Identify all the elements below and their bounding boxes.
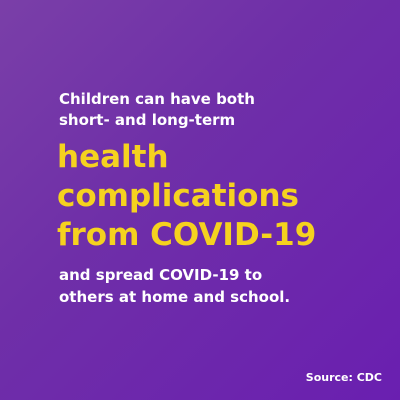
outro-line-1: and spread COVID-19 to [59, 266, 263, 284]
intro-text: Children can have both short- and long-t… [59, 89, 359, 131]
headline-line-3: from COVID-19 [57, 217, 317, 253]
outro-text: and spread COVID-19 to others at home an… [59, 264, 359, 308]
outro-line-2: others at home and school. [59, 288, 291, 306]
source-credit: Source: CDC [305, 371, 382, 384]
intro-line-1: Children can have both [59, 90, 255, 108]
headline-line-2: complications [57, 178, 299, 214]
intro-line-2: short- and long-term [59, 111, 236, 129]
headline-line-1: health [57, 139, 169, 175]
headline: health complications from COVID-19 [57, 138, 387, 255]
